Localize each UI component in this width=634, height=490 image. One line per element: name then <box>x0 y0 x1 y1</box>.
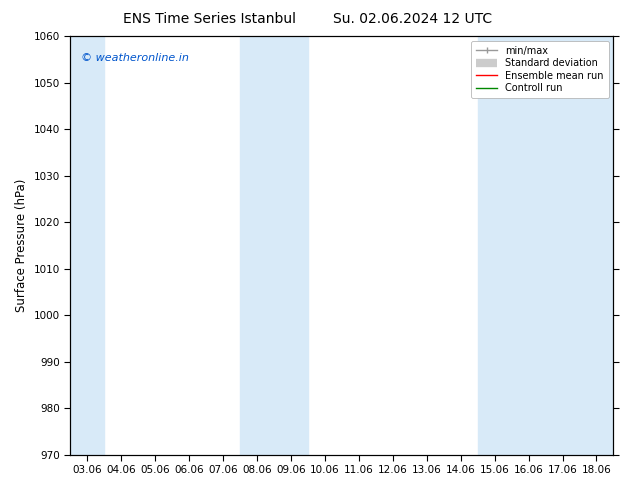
Legend: min/max, Standard deviation, Ensemble mean run, Controll run: min/max, Standard deviation, Ensemble me… <box>471 41 609 98</box>
Y-axis label: Surface Pressure (hPa): Surface Pressure (hPa) <box>15 179 28 312</box>
Text: Su. 02.06.2024 12 UTC: Su. 02.06.2024 12 UTC <box>333 12 491 26</box>
Text: © weatheronline.in: © weatheronline.in <box>81 53 189 63</box>
Bar <box>477 36 614 455</box>
Text: ENS Time Series Istanbul: ENS Time Series Istanbul <box>123 12 295 26</box>
Bar <box>70 36 104 455</box>
Bar <box>240 36 308 455</box>
